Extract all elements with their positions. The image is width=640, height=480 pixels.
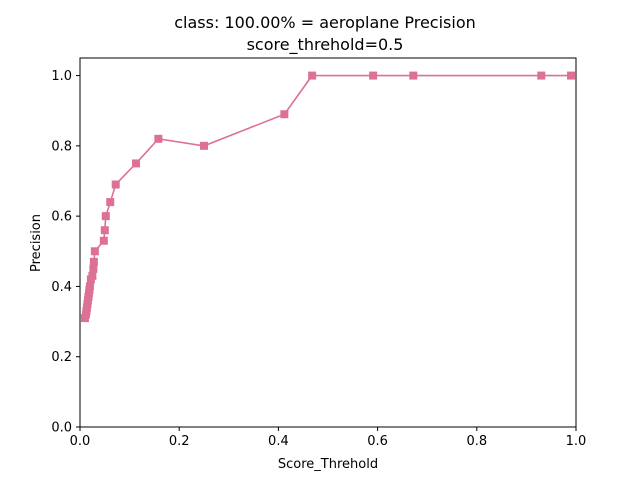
x-tick-label: 1.0	[566, 434, 587, 449]
x-tick-label: 0.4	[268, 434, 289, 449]
data-point-marker	[537, 71, 546, 80]
data-point-marker	[89, 257, 98, 266]
chart-title: class: 100.00% = aeroplane Precision	[174, 13, 476, 32]
data-point-marker	[132, 159, 141, 168]
y-axis-ticks: 0.0 0.2 0.4 0.6 0.8 1.0	[51, 69, 80, 436]
series-line	[84, 74, 571, 319]
chart-subtitle: score_threhold=0.5	[247, 35, 404, 55]
data-point-marker	[85, 282, 94, 291]
x-tick-label: 0.0	[70, 434, 91, 449]
data-point-marker	[200, 141, 208, 150]
data-point-marker	[90, 247, 99, 256]
x-tick-label: 0.8	[466, 434, 487, 449]
y-tick-label: 0.2	[51, 350, 72, 365]
data-point-marker	[154, 134, 163, 143]
x-tick-label: 0.6	[367, 434, 388, 449]
y-tick-label: 1.0	[51, 69, 72, 84]
plot-frame	[79, 57, 577, 428]
x-axis-label: Score_Threhold	[278, 457, 378, 472]
series-layer	[80, 71, 576, 323]
data-point-marker	[308, 71, 317, 80]
data-point-marker	[567, 71, 576, 80]
y-tick-label: 0.0	[51, 421, 72, 436]
x-axis-ticks: 0.0 0.2 0.4 0.6 0.8 1.0	[70, 427, 587, 449]
data-point-marker	[409, 71, 418, 80]
data-point-marker	[111, 180, 120, 189]
data-point-marker	[88, 271, 97, 280]
data-point-marker	[100, 226, 109, 235]
data-point-marker	[106, 198, 115, 207]
data-point-marker	[101, 212, 110, 221]
y-tick-label: 0.4	[51, 280, 72, 295]
x-tick-label: 0.2	[169, 434, 190, 449]
y-tick-label: 0.8	[51, 139, 72, 154]
data-point-marker	[369, 71, 378, 80]
y-axis-label: Precision	[29, 214, 44, 272]
data-point-marker	[99, 236, 108, 245]
data-point-marker	[89, 264, 98, 273]
data-point-marker	[280, 110, 289, 119]
y-tick-label: 0.6	[51, 210, 72, 225]
